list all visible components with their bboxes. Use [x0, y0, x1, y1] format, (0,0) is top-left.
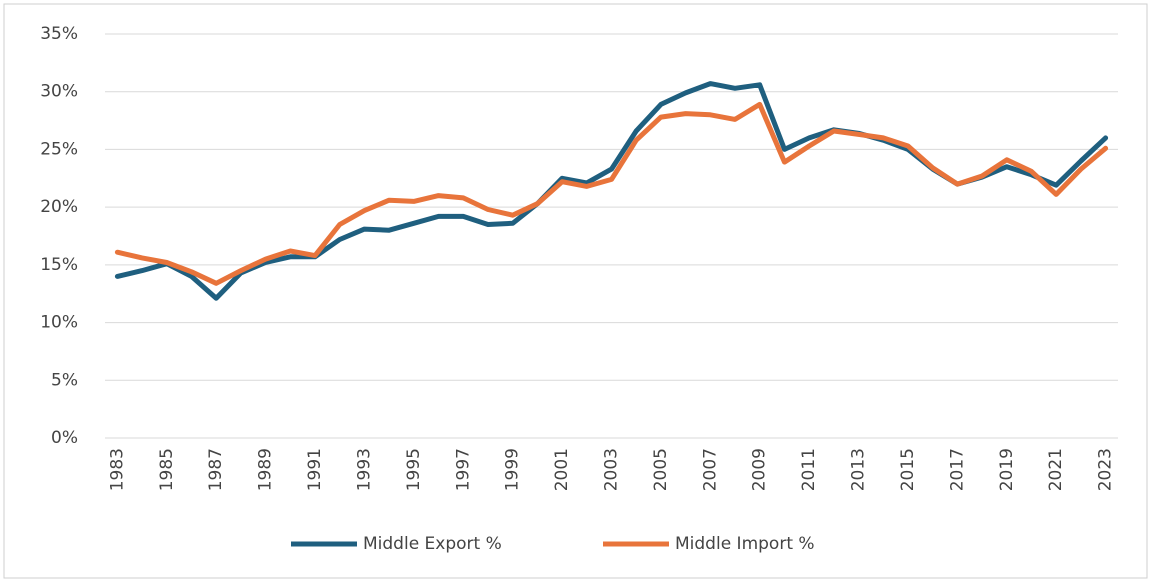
- x-tick-label: 2005: [651, 448, 671, 491]
- x-tick-label: 1989: [256, 448, 276, 491]
- x-tick-label: 1999: [503, 448, 523, 491]
- x-tick-label: 1983: [107, 448, 127, 491]
- x-tick-label: 2011: [799, 448, 819, 491]
- x-tick-label: 1993: [354, 448, 374, 491]
- x-tick-label: 2001: [552, 448, 572, 491]
- x-tick-label: 2009: [750, 448, 770, 491]
- x-tick-label: 2015: [898, 448, 918, 491]
- y-tick-label: 15%: [40, 255, 78, 275]
- y-tick-label: 0%: [51, 428, 78, 448]
- x-tick-label: 1997: [453, 448, 473, 491]
- x-tick-label: 1987: [206, 448, 226, 491]
- x-tick-label: 1991: [305, 448, 325, 491]
- x-tick-label: 2023: [1096, 448, 1116, 491]
- x-tick-label: 2007: [700, 448, 720, 491]
- y-tick-label: 25%: [40, 139, 78, 159]
- x-tick-label: 1995: [404, 448, 424, 491]
- x-tick-label: 2013: [849, 448, 869, 491]
- y-tick-label: 30%: [40, 82, 78, 102]
- legend-label: Middle Export %: [363, 534, 502, 554]
- series-line: [114, 101, 1109, 286]
- legend-label: Middle Import %: [675, 534, 815, 554]
- y-tick-label: 10%: [40, 313, 78, 333]
- chart-border: [3, 3, 1148, 579]
- x-tick-label: 2003: [602, 448, 622, 491]
- x-tick-label: 2021: [1046, 448, 1066, 491]
- y-tick-label: 20%: [40, 197, 78, 217]
- x-tick-label: 2019: [997, 448, 1017, 491]
- y-tick-label: 5%: [51, 370, 78, 390]
- x-tick-label: 1985: [157, 448, 177, 491]
- y-tick-label: 35%: [40, 24, 78, 44]
- x-tick-label: 2017: [947, 448, 967, 491]
